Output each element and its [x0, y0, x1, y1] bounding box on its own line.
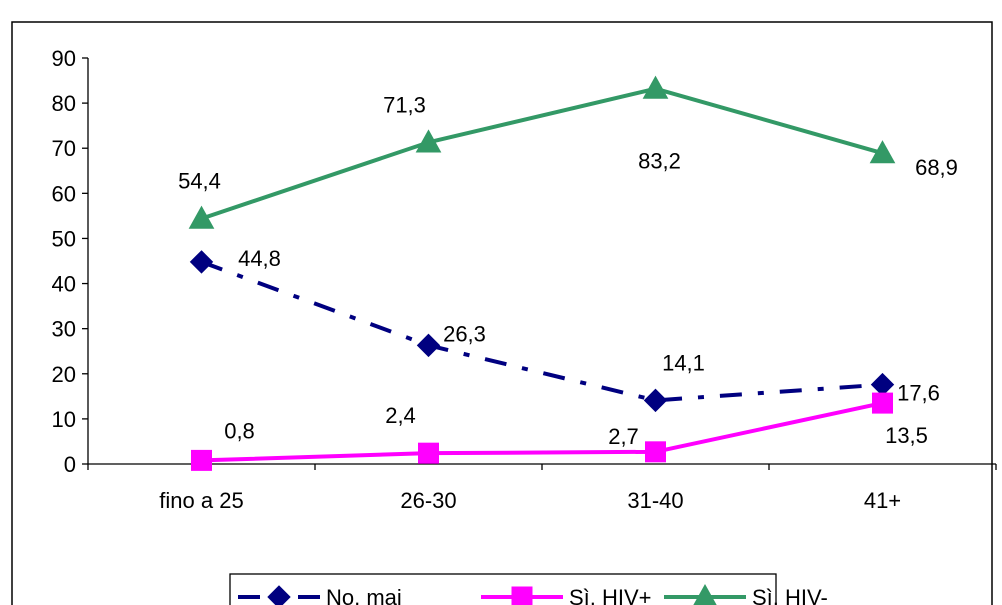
data-label: 13,5	[885, 423, 928, 448]
data-point-marker	[416, 333, 441, 358]
series-s-hiv-	[188, 75, 896, 229]
data-label: 26,3	[443, 321, 486, 346]
series-no-mai	[189, 250, 895, 413]
data-point-marker	[415, 129, 442, 153]
legend-item: Sì, HIV-	[664, 583, 828, 605]
legend-item: No, mai	[238, 585, 402, 605]
data-labels: 44,8 26,3 14,1 17,6 0,8 2,4 2,7 13,5 54,4 71,3 83,…	[178, 92, 958, 448]
legend-label: No, mai	[326, 585, 402, 605]
legend-swatch-marker	[267, 585, 291, 605]
data-point-marker	[869, 140, 896, 164]
y-tick-label: 70	[52, 136, 76, 161]
y-tick-label: 30	[52, 317, 76, 342]
y-tick-label: 40	[52, 272, 76, 297]
data-label: 2,7	[608, 424, 639, 449]
data-point-marker	[189, 250, 214, 274]
series-line	[201, 401, 883, 463]
data-point-marker	[645, 441, 666, 463]
y-tick-label: 50	[52, 226, 76, 251]
data-label: 0,8	[224, 418, 255, 443]
y-tick-label: 20	[52, 362, 76, 387]
data-point-marker	[872, 392, 893, 414]
data-point-marker	[643, 388, 668, 413]
y-tick-label: 0	[64, 452, 76, 477]
data-point-marker	[418, 442, 439, 464]
data-label: 54,4	[178, 169, 221, 194]
data-point-marker	[642, 75, 669, 99]
data-point-marker	[188, 205, 215, 229]
legend-box	[229, 573, 777, 605]
legend: No, mai Sì, HIV+ Sì, HIV-	[229, 573, 828, 605]
axes: 0 10 20 30 40 50 60 70 80 90 fino a 25 26-30 31-40 41…	[52, 46, 997, 513]
chart-frame	[11, 21, 993, 605]
legend-label: Sì, HIV+	[569, 585, 652, 605]
legend-label: Sì, HIV-	[752, 585, 828, 605]
data-label: 71,3	[383, 92, 426, 117]
legend-swatch-marker	[511, 586, 533, 605]
series-line	[200, 260, 883, 403]
data-label: 68,9	[915, 155, 958, 180]
x-tick-label: 26-30	[400, 488, 456, 513]
y-tick-label: 10	[52, 407, 76, 432]
x-tick-label: fino a 25	[159, 488, 243, 513]
data-label: 83,2	[638, 149, 681, 174]
legend-swatch-marker	[693, 583, 717, 605]
data-point-marker	[191, 449, 212, 471]
data-label: 14,1	[662, 350, 705, 375]
y-tick-label: 80	[52, 91, 76, 116]
data-label: 44,8	[238, 246, 281, 271]
series-line	[200, 86, 884, 221]
data-label: 17,6	[897, 381, 940, 406]
series-layer	[188, 75, 896, 471]
x-tick-label: 41+	[864, 488, 901, 513]
legend-item: Sì, HIV+	[481, 585, 652, 605]
x-tick-label: 31-40	[627, 488, 683, 513]
series-s-hiv-	[191, 392, 893, 471]
data-label: 2,4	[385, 403, 416, 428]
y-tick-label: 60	[52, 181, 76, 206]
y-tick-label: 90	[52, 46, 76, 71]
